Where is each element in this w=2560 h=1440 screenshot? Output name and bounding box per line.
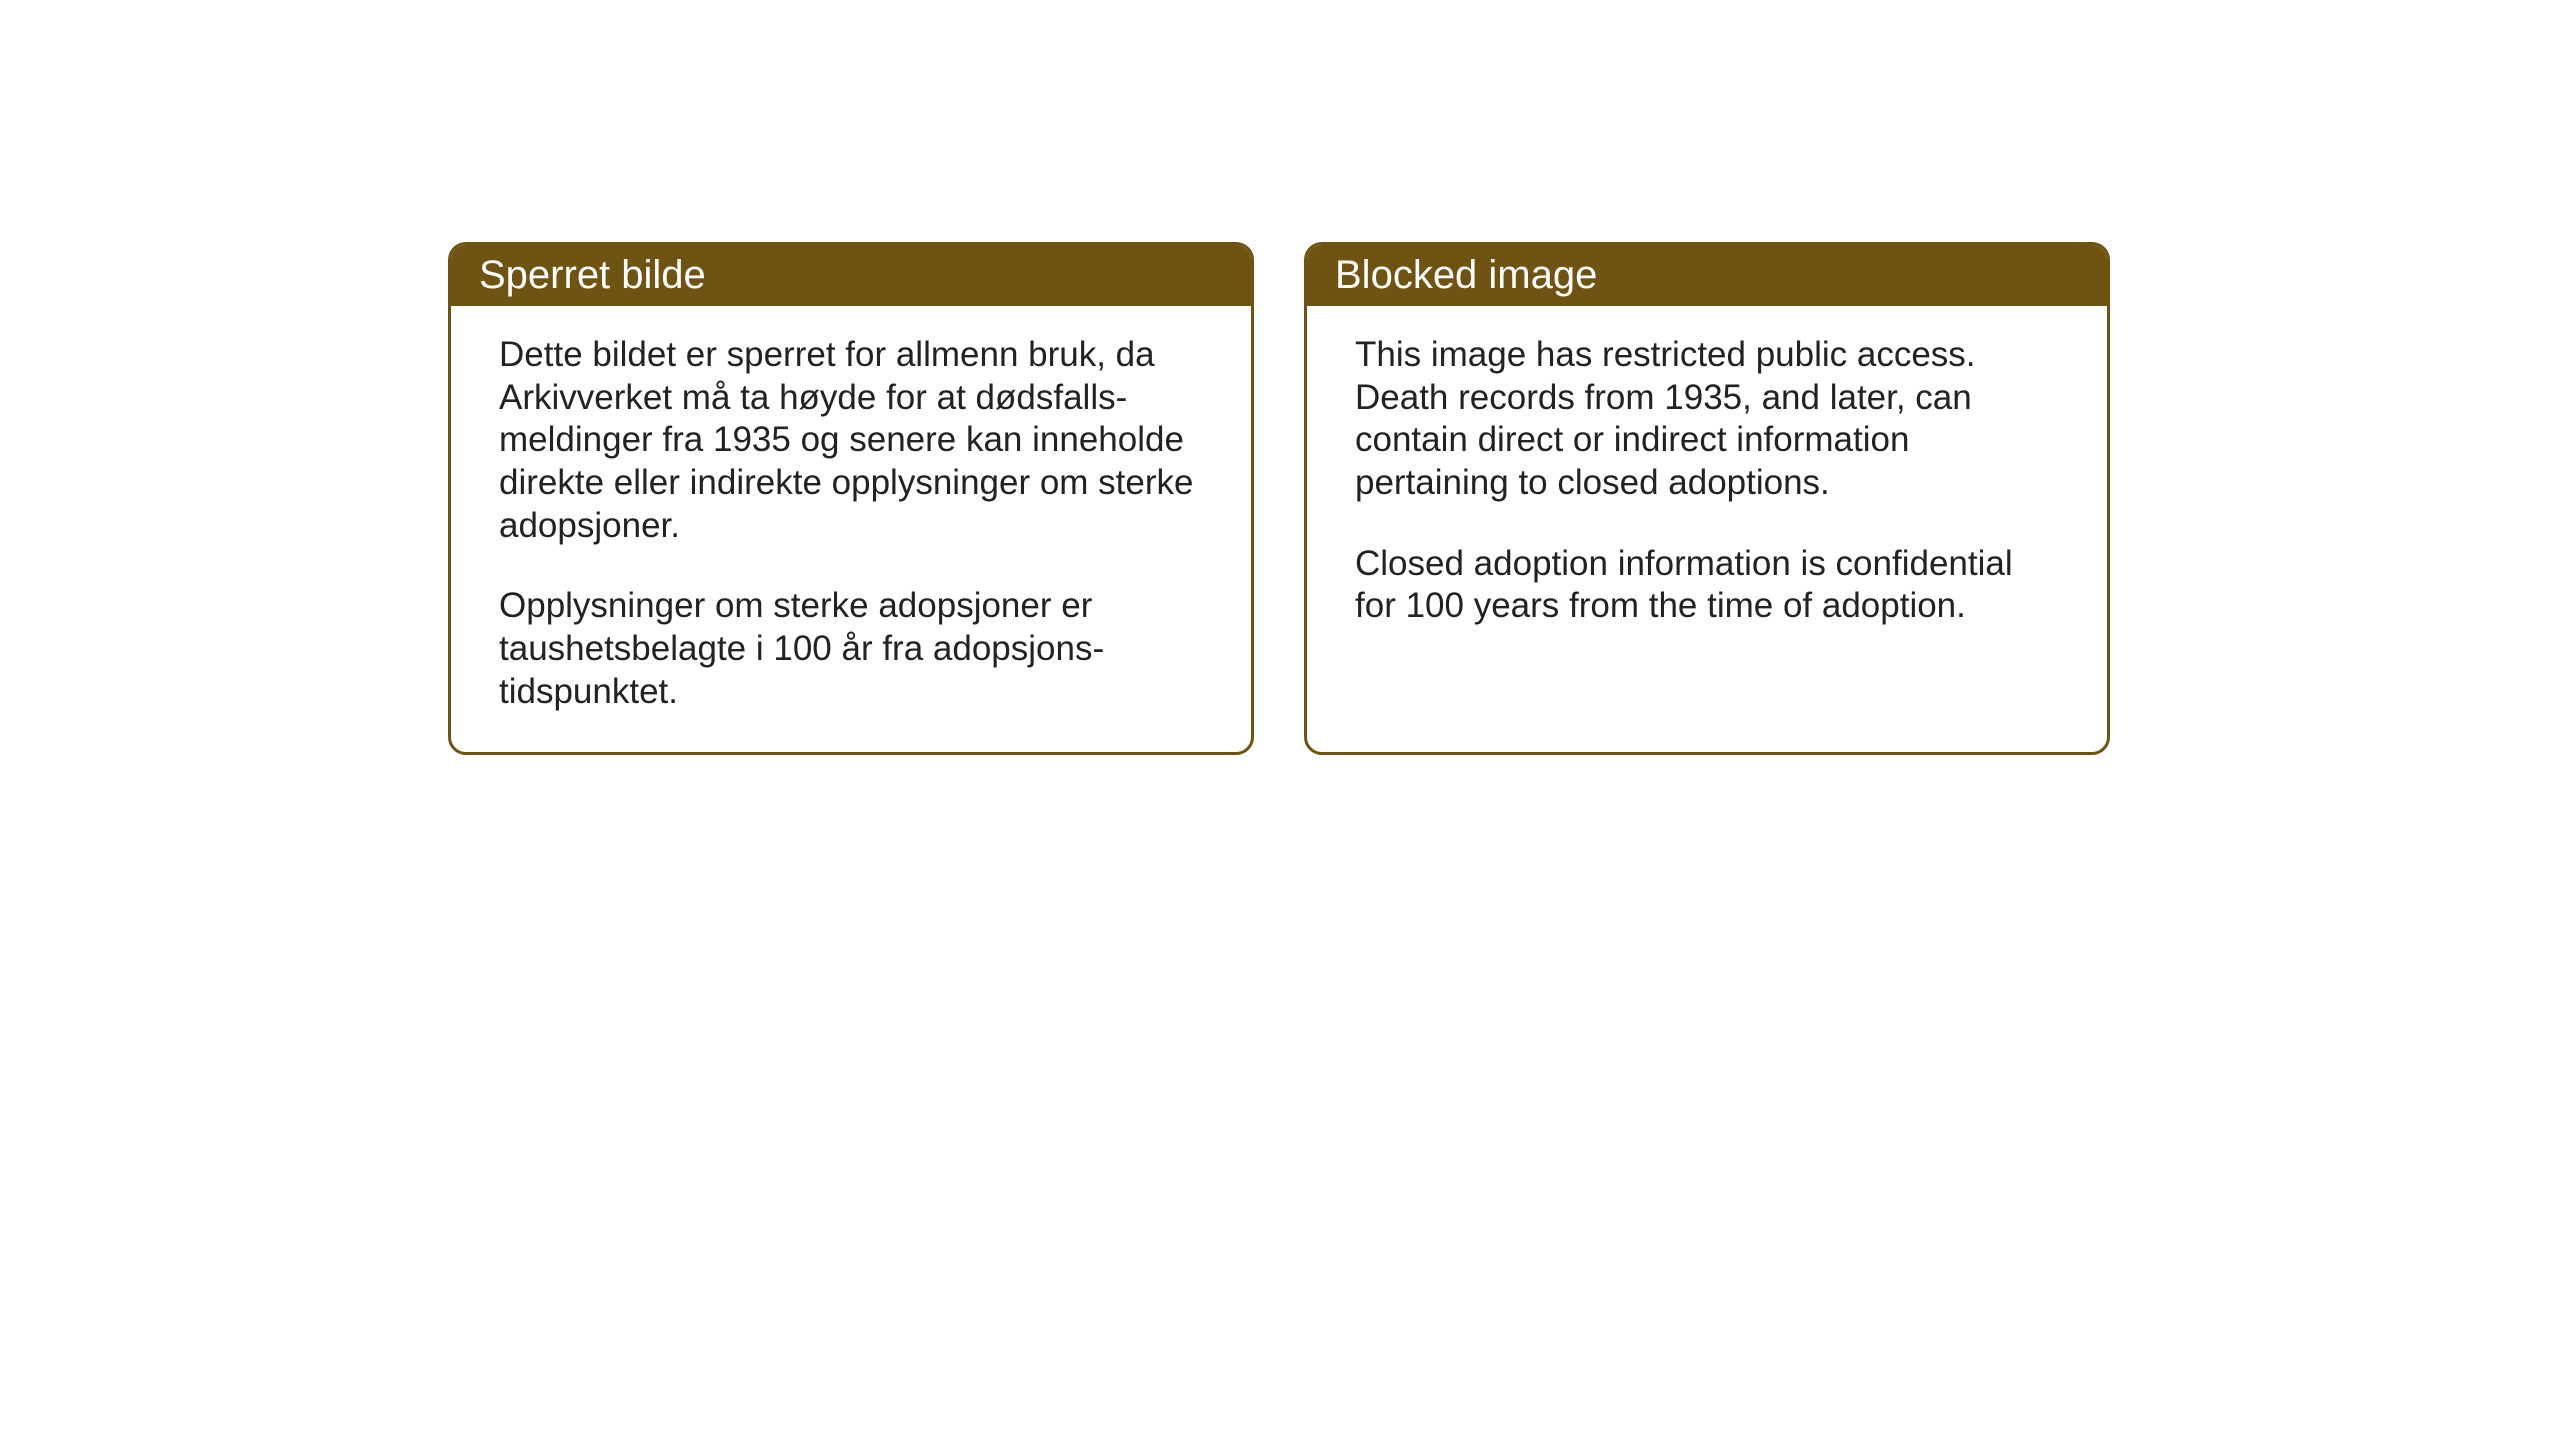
notice-paragraph-1-norwegian: Dette bildet er sperret for allmenn bruk… [499, 334, 1203, 547]
notice-box-english: Blocked image This image has restricted … [1304, 242, 2110, 755]
notice-body-english: This image has restricted public access.… [1307, 306, 2107, 746]
notice-paragraph-1-english: This image has restricted public access.… [1355, 334, 2059, 505]
notice-box-norwegian: Sperret bilde Dette bildet er sperret fo… [448, 242, 1254, 755]
notice-body-norwegian: Dette bildet er sperret for allmenn bruk… [451, 306, 1251, 752]
notice-paragraph-2-english: Closed adoption information is confident… [1355, 543, 2059, 628]
notice-header-english: Blocked image [1307, 245, 2107, 306]
notice-paragraph-2-norwegian: Opplysninger om sterke adopsjoner er tau… [499, 585, 1203, 713]
notice-header-norwegian: Sperret bilde [451, 245, 1251, 306]
notice-container: Sperret bilde Dette bildet er sperret fo… [448, 242, 2110, 755]
notice-title-english: Blocked image [1335, 253, 1597, 297]
notice-title-norwegian: Sperret bilde [479, 253, 706, 297]
